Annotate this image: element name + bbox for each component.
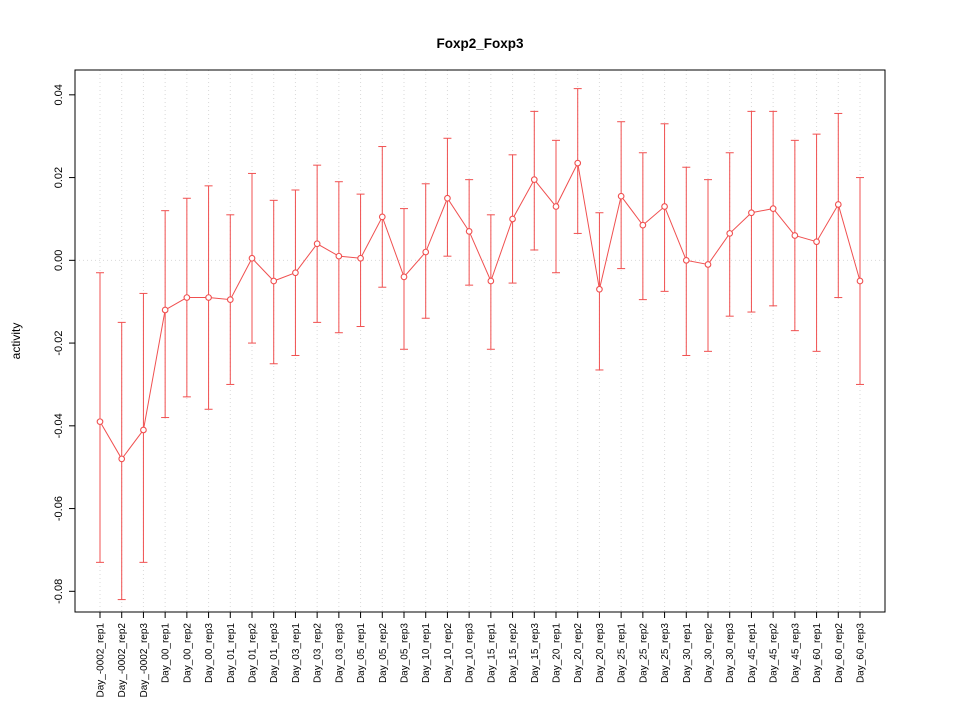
data-point	[422, 248, 430, 256]
x-tick-label: Day_60_rep3	[856, 623, 867, 683]
y-tick-label: -0.06	[53, 496, 65, 521]
data-point	[487, 277, 495, 285]
x-tick-label: Day_25_rep2	[638, 623, 649, 683]
data-point	[552, 203, 560, 210]
x-tick-label: Day_-0002_rep3	[139, 623, 150, 698]
data-point	[378, 213, 386, 221]
data-point	[161, 306, 169, 314]
x-tick-label: Day_60_rep1	[812, 623, 823, 683]
y-tick-label: 0.00	[53, 250, 65, 271]
data-point	[748, 209, 755, 217]
data-point	[639, 221, 647, 229]
data-point	[530, 176, 538, 183]
x-tick-label: Day_01_rep2	[248, 623, 259, 683]
data-point	[856, 277, 864, 285]
x-tick-label: Day_15_rep1	[486, 623, 497, 683]
x-tick-label: Day_45_rep1	[747, 623, 758, 683]
x-tick-label: Day_25_rep1	[617, 623, 628, 683]
x-tick-label: Day_00_rep2	[182, 623, 193, 683]
x-tick-label: Day_45_rep3	[790, 623, 801, 683]
x-tick-label: Day_10_rep3	[465, 623, 476, 683]
chart-title: Foxp2_Foxp3	[436, 36, 524, 51]
data-point	[791, 232, 799, 239]
data-point	[183, 294, 191, 301]
data-point	[726, 230, 734, 237]
data-point	[292, 269, 299, 277]
data-point	[704, 261, 712, 268]
series-line	[99, 161, 861, 460]
data-point	[574, 159, 582, 167]
data-point	[205, 294, 212, 301]
x-tick-label: Day_03_rep3	[334, 623, 345, 683]
y-tick-label: 0.04	[53, 84, 65, 105]
x-tick-label: Day_15_rep2	[508, 623, 519, 683]
x-tick-label: Day_-0002_rep2	[117, 623, 128, 698]
data-point	[96, 418, 104, 426]
data-point	[769, 205, 777, 212]
x-tick-label: Day_15_rep3	[530, 623, 541, 683]
x-tick-label: Day_05_rep3	[400, 623, 411, 683]
x-tick-label: Day_05_rep2	[378, 623, 389, 683]
x-tick-label: Day_30_rep3	[725, 623, 736, 683]
x-tick-label: Day_01_rep1	[226, 623, 237, 683]
data-point	[335, 252, 343, 260]
data-point	[226, 296, 234, 303]
data-point	[682, 256, 690, 264]
data-point	[661, 203, 668, 210]
plot-frame	[74, 69, 886, 613]
y-tick-label: -0.02	[53, 331, 65, 356]
x-tick-label: Day_20_rep3	[595, 623, 606, 683]
x-tick-label: Day_01_rep3	[269, 623, 280, 683]
x-tick-label: Day_30_rep2	[704, 623, 715, 683]
y-tick-label: 0.02	[53, 167, 65, 188]
data-point	[313, 240, 321, 248]
y-tick-label: -0.08	[53, 579, 65, 604]
x-tick-label: Day_45_rep2	[769, 623, 780, 683]
x-tick-label: Day_20_rep2	[573, 623, 584, 683]
y-tick-label: -0.04	[53, 413, 65, 438]
data-point	[270, 277, 278, 285]
data-point	[400, 273, 408, 281]
x-tick-label: Day_00_rep1	[161, 623, 172, 683]
x-tick-label: Day_10_rep1	[421, 623, 432, 683]
x-tick-label: Day_00_rep3	[204, 623, 215, 683]
x-tick-label: Day_30_rep1	[682, 623, 693, 683]
x-tick-label: Day_60_rep2	[834, 623, 845, 683]
data-point	[834, 201, 842, 208]
data-point	[509, 215, 516, 223]
x-tick-label: Day_-0002_rep1	[96, 623, 107, 698]
data-point	[140, 426, 147, 434]
data-point	[357, 254, 364, 262]
x-tick-label: Day_25_rep3	[660, 623, 671, 683]
x-tick-label: Day_05_rep1	[356, 623, 367, 683]
x-tick-label: Day_03_rep2	[313, 623, 324, 683]
data-point	[617, 192, 625, 200]
data-point	[444, 194, 451, 202]
data-point	[248, 254, 256, 262]
x-tick-label: Day_03_rep1	[291, 623, 302, 683]
x-tick-label: Day_10_rep2	[443, 623, 454, 683]
data-point	[465, 228, 473, 235]
data-point	[813, 238, 820, 246]
x-tick-label: Day_20_rep1	[552, 623, 563, 683]
data-point	[596, 285, 603, 293]
data-point	[118, 455, 126, 463]
